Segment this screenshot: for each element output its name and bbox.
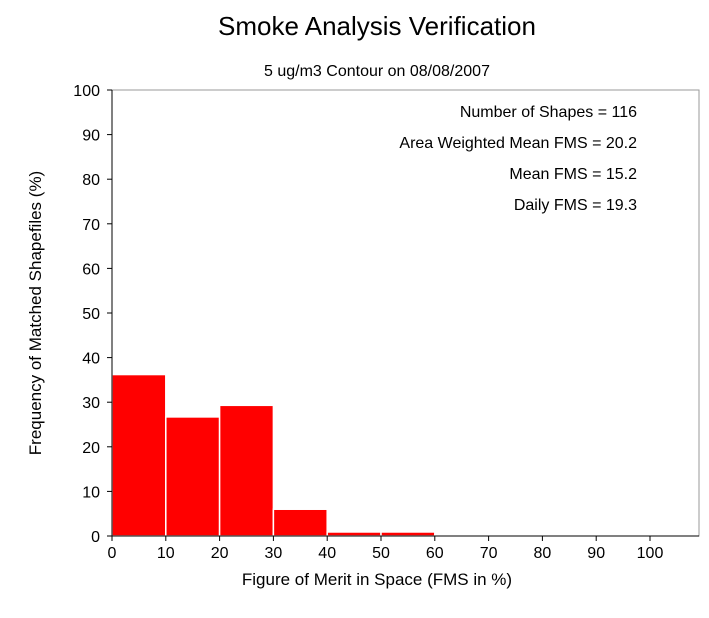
bar <box>326 531 382 537</box>
y-tick-label: 0 <box>91 529 100 546</box>
chart-subtitle: 5 ug/m3 Contour on 08/08/2007 <box>264 63 490 80</box>
y-tick-label: 20 <box>82 440 100 457</box>
y-tick-labels: 0 10 20 30 40 50 60 70 80 90 100 <box>73 83 100 546</box>
y-tick-label: 70 <box>82 217 100 234</box>
x-tick-label: 0 <box>108 545 117 562</box>
x-tick-label: 30 <box>265 545 283 562</box>
x-tick-label: 90 <box>587 545 605 562</box>
y-tick-label: 80 <box>82 172 100 189</box>
axes-group <box>107 89 700 541</box>
x-tick-label: 40 <box>318 545 336 562</box>
bar <box>111 373 167 537</box>
x-tick-label: 70 <box>480 545 498 562</box>
y-tick-label: 10 <box>82 484 100 501</box>
y-tick-label: 90 <box>82 128 100 145</box>
bar <box>272 508 328 537</box>
stat-annotation: Number of Shapes = 116 <box>460 104 637 121</box>
y-tick-label: 100 <box>73 83 100 100</box>
bars-group <box>111 373 700 537</box>
y-axis-label: Frequency of Matched Shapefiles (%) <box>26 171 45 455</box>
bar <box>165 416 221 537</box>
x-tick-label: 100 <box>637 545 664 562</box>
x-tick-label: 10 <box>157 545 175 562</box>
bar <box>218 404 275 537</box>
stat-annotation: Daily FMS = 19.3 <box>514 197 637 214</box>
stats-annotations: Number of Shapes = 116 Area Weighted Mean… <box>399 104 637 214</box>
chart-title: Smoke Analysis Verification <box>218 11 536 41</box>
x-tick-label: 20 <box>211 545 229 562</box>
x-tick-label: 60 <box>426 545 444 562</box>
y-tick-label: 50 <box>82 306 100 323</box>
bar <box>380 531 436 537</box>
stat-annotation: Mean FMS = 15.2 <box>509 166 637 183</box>
y-tick-label: 40 <box>82 351 100 368</box>
x-tick-labels: 0 10 20 30 40 50 60 70 80 90 100 <box>108 545 664 562</box>
x-axis-label: Figure of Merit in Space (FMS in %) <box>242 570 512 589</box>
x-tick-label: 80 <box>534 545 552 562</box>
stat-annotation: Area Weighted Mean FMS = 20.2 <box>399 135 637 152</box>
y-tick-label: 30 <box>82 395 100 412</box>
y-tick-label: 60 <box>82 261 100 278</box>
x-tick-label: 50 <box>372 545 390 562</box>
